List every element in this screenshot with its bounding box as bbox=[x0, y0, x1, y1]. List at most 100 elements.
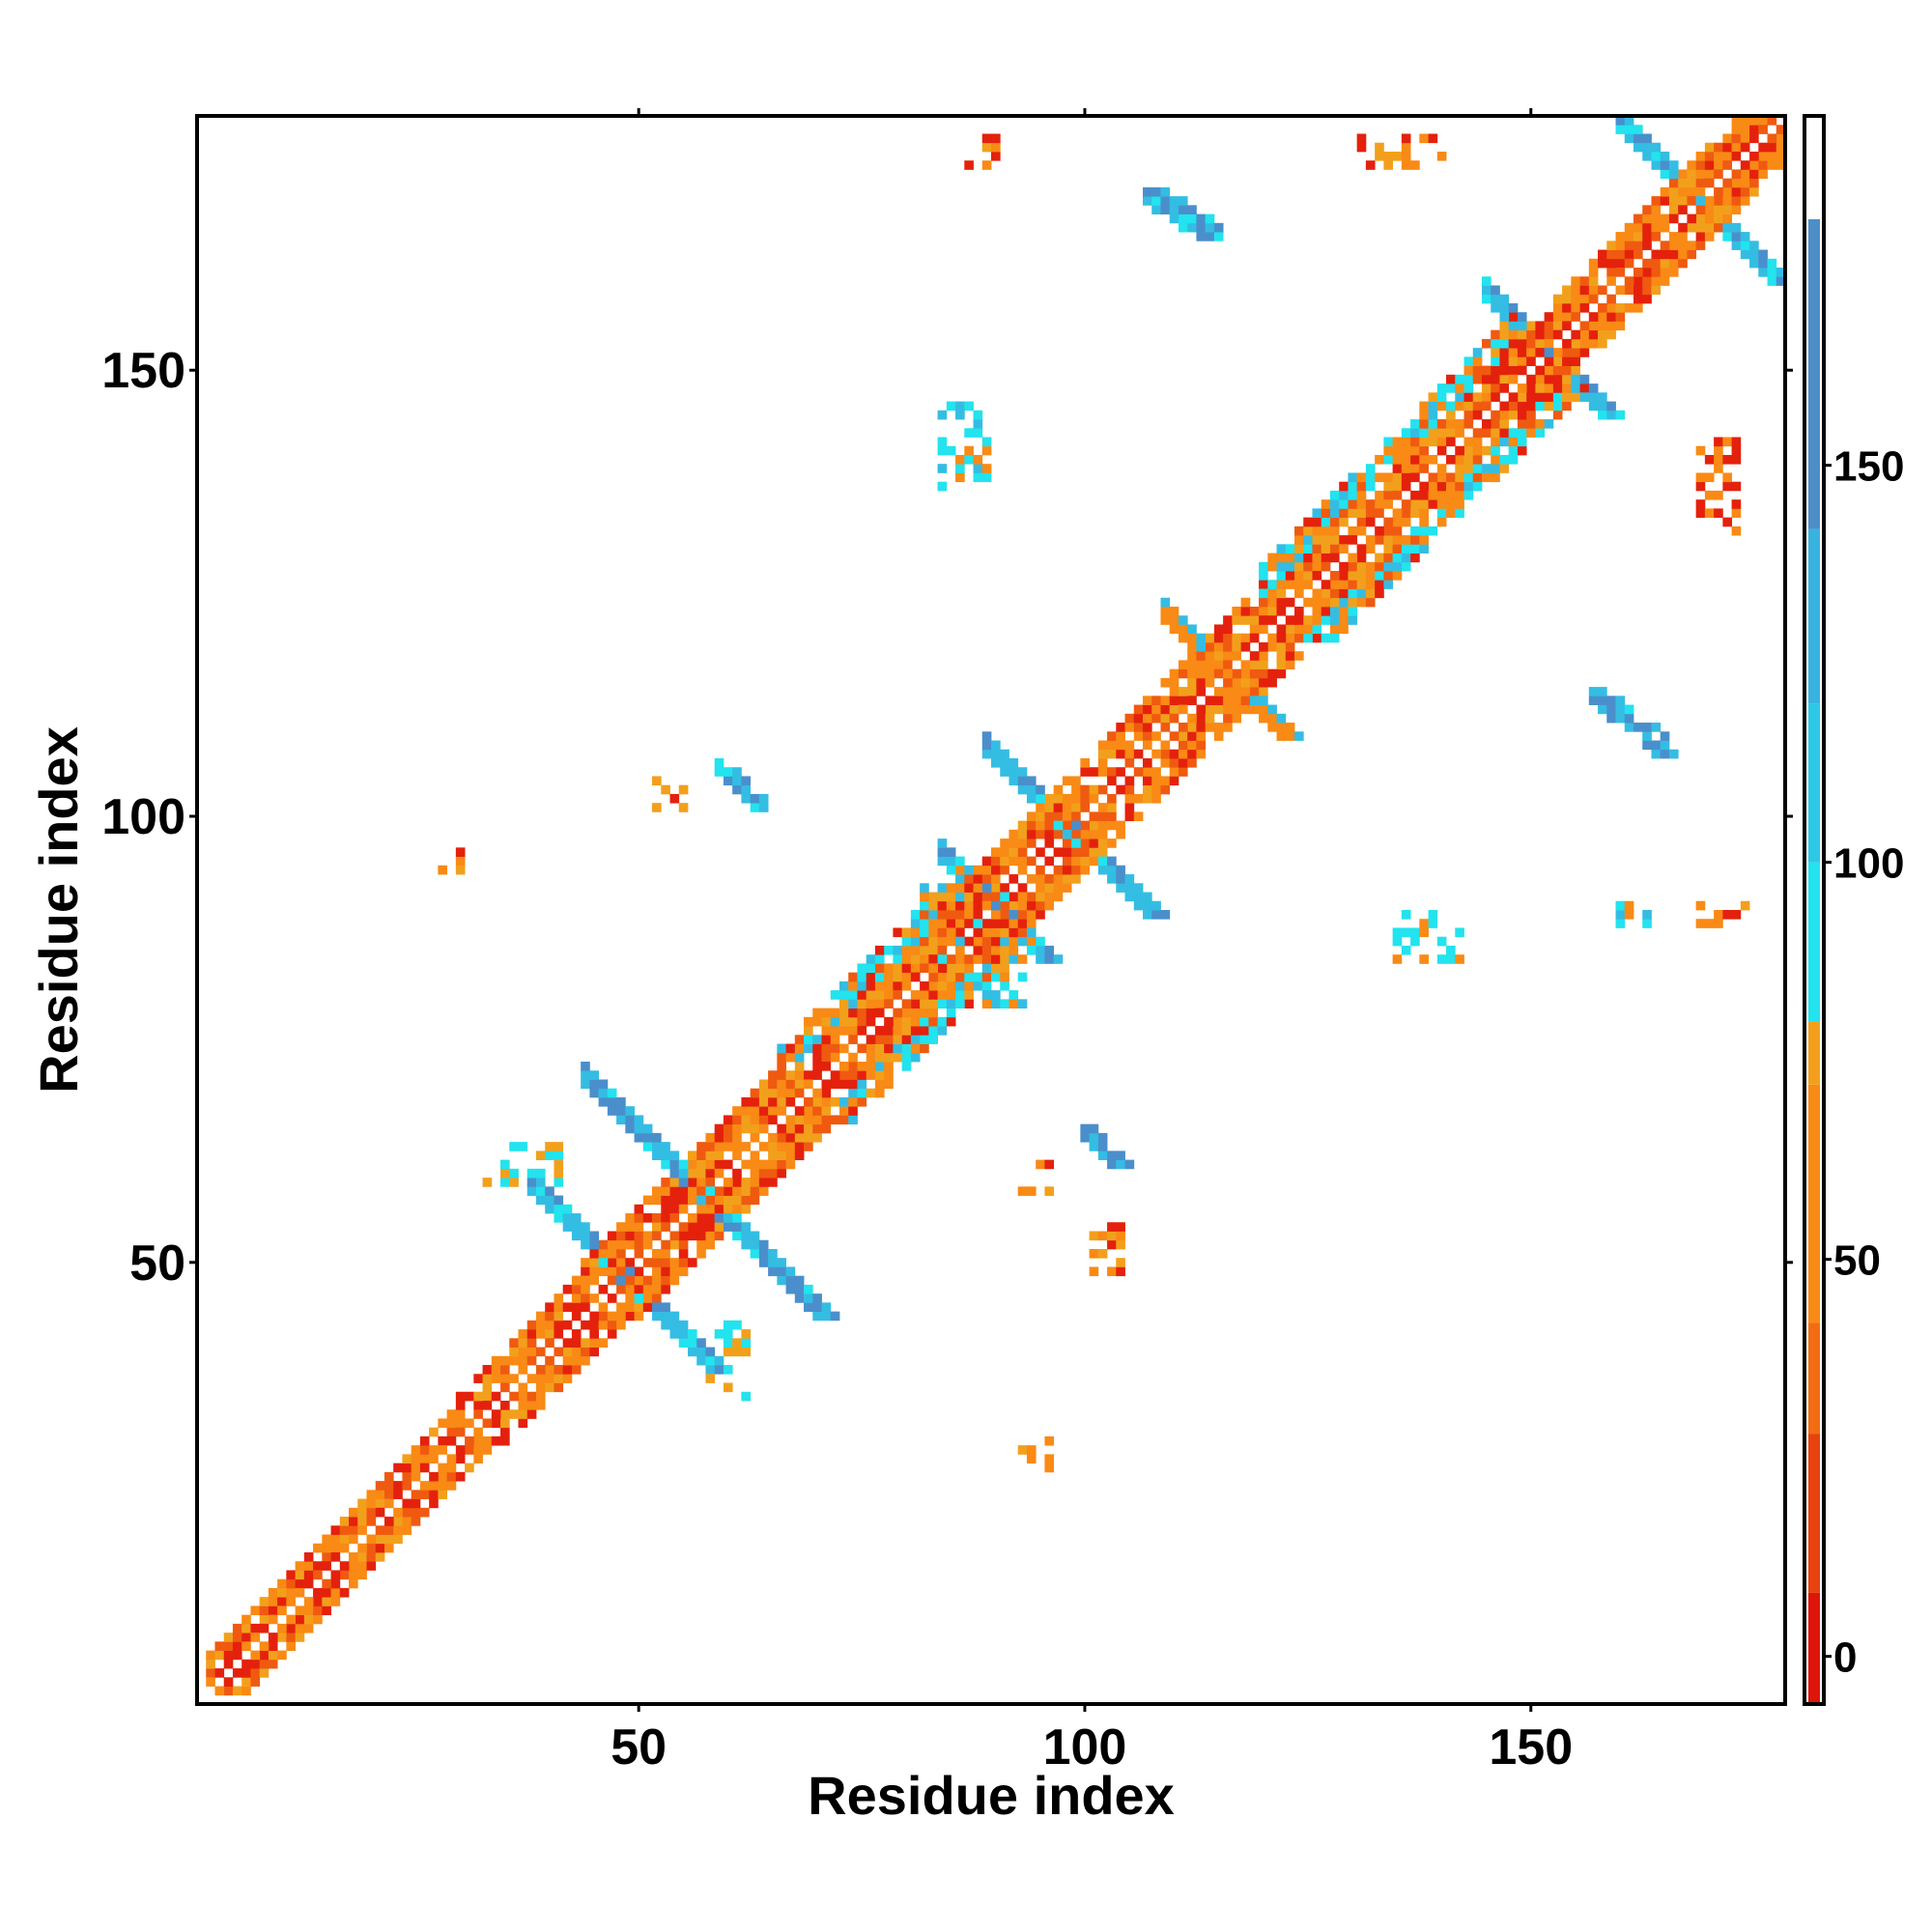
heatmap-cell bbox=[1517, 428, 1527, 438]
heatmap-cell bbox=[1517, 348, 1527, 357]
heatmap-cell bbox=[1491, 294, 1500, 304]
heatmap-cell bbox=[741, 1239, 752, 1250]
heatmap-cell bbox=[259, 1641, 270, 1651]
heatmap-cell bbox=[1491, 419, 1500, 429]
heatmap-cell bbox=[838, 1070, 849, 1080]
heatmap-cell bbox=[1329, 588, 1340, 599]
heatmap-cell bbox=[884, 1052, 894, 1063]
heatmap-cell bbox=[1240, 615, 1251, 625]
heatmap-cell bbox=[946, 401, 956, 412]
heatmap-cell bbox=[652, 1248, 662, 1259]
heatmap-cell bbox=[242, 1659, 251, 1669]
heatmap-cell bbox=[1419, 499, 1429, 509]
heatmap-cell bbox=[661, 1178, 670, 1187]
heatmap-cell bbox=[893, 945, 903, 955]
heatmap-cell bbox=[1329, 508, 1340, 519]
heatmap-cell bbox=[821, 1123, 832, 1134]
heatmap-cell bbox=[669, 1213, 680, 1223]
heatmap-cell bbox=[581, 1302, 590, 1313]
heatmap-cell bbox=[1196, 641, 1207, 652]
heatmap-cell bbox=[634, 1293, 644, 1303]
heatmap-cell bbox=[419, 1507, 430, 1518]
heatmap-cell bbox=[1017, 919, 1028, 928]
heatmap-cell bbox=[1687, 222, 1697, 233]
heatmap-cell bbox=[928, 963, 938, 974]
heatmap-cell bbox=[714, 1132, 724, 1143]
heatmap-cell bbox=[545, 1382, 554, 1393]
heatmap-cell bbox=[1499, 410, 1510, 420]
heatmap-cell bbox=[250, 1633, 261, 1642]
heatmap-cell bbox=[1240, 677, 1251, 688]
heatmap-cell bbox=[821, 1052, 832, 1063]
heatmap-cell bbox=[526, 1347, 537, 1357]
heatmap-cell bbox=[1303, 544, 1313, 554]
heatmap-cell bbox=[313, 1570, 323, 1580]
heatmap-cell bbox=[1722, 481, 1732, 492]
heatmap-cell bbox=[804, 1043, 813, 1054]
heatmap-cell bbox=[1455, 419, 1464, 429]
heatmap-cell bbox=[955, 454, 965, 465]
heatmap-cell bbox=[1124, 784, 1135, 795]
heatmap-cell bbox=[1356, 571, 1367, 581]
heatmap-cell bbox=[571, 1293, 582, 1303]
heatmap-cell bbox=[1097, 856, 1108, 867]
heatmap-cell bbox=[322, 1587, 331, 1598]
heatmap-cell bbox=[1223, 668, 1233, 679]
heatmap-cell bbox=[1124, 723, 1135, 732]
heatmap-cell bbox=[482, 1391, 493, 1402]
heatmap-cell bbox=[901, 972, 912, 982]
heatmap-cell bbox=[1213, 731, 1224, 741]
heatmap-cell bbox=[286, 1641, 296, 1651]
heatmap-cell bbox=[526, 1374, 537, 1383]
heatmap-cell bbox=[1116, 784, 1125, 795]
heatmap-cell bbox=[1695, 919, 1706, 928]
heatmap-cell bbox=[1401, 437, 1411, 447]
heatmap-cell bbox=[1383, 445, 1394, 456]
heatmap-cell bbox=[1428, 419, 1438, 429]
heatmap-cell bbox=[1678, 241, 1688, 250]
heatmap-cell bbox=[874, 1088, 885, 1098]
heatmap-cell bbox=[946, 972, 956, 982]
heatmap-cell bbox=[920, 1035, 929, 1044]
heatmap-cell bbox=[598, 1096, 609, 1107]
heatmap-cell bbox=[955, 972, 965, 982]
heatmap-cell bbox=[1624, 723, 1634, 732]
heatmap-cell bbox=[1767, 133, 1777, 144]
heatmap-cell bbox=[1276, 723, 1287, 732]
heatmap-cell bbox=[545, 1320, 554, 1330]
heatmap-cell bbox=[509, 1178, 519, 1187]
heatmap-cell bbox=[1687, 169, 1697, 180]
heatmap-cell bbox=[1160, 776, 1171, 786]
heatmap-cell bbox=[1107, 856, 1117, 867]
heatmap-cell bbox=[723, 1195, 733, 1206]
heatmap-cell bbox=[830, 1016, 840, 1027]
heatmap-cell bbox=[794, 1115, 805, 1125]
heatmap-cell bbox=[232, 1686, 242, 1696]
heatmap-cell bbox=[438, 1481, 448, 1491]
heatmap-cell bbox=[785, 1079, 796, 1090]
heatmap-cell bbox=[473, 1409, 483, 1419]
heatmap-cell bbox=[1053, 829, 1064, 839]
heatmap-cell bbox=[1089, 820, 1099, 831]
heatmap-cell bbox=[1143, 186, 1152, 197]
heatmap-cell bbox=[1624, 116, 1634, 126]
heatmap-cell bbox=[1000, 972, 1009, 982]
heatmap-cell bbox=[429, 1445, 439, 1455]
heatmap-cell bbox=[1097, 838, 1108, 848]
heatmap-cell bbox=[402, 1507, 412, 1518]
heatmap-cell bbox=[1660, 169, 1670, 180]
heatmap-cell bbox=[1419, 454, 1429, 465]
heatmap-cell bbox=[1000, 927, 1009, 938]
heatmap-cell bbox=[1598, 410, 1607, 420]
heatmap-cell bbox=[1776, 133, 1786, 144]
heatmap-cell bbox=[1517, 392, 1527, 402]
heatmap-cell bbox=[393, 1463, 403, 1473]
heatmap-cell bbox=[1731, 125, 1742, 134]
heatmap-cell bbox=[1017, 829, 1028, 839]
heatmap-cell bbox=[821, 1062, 832, 1071]
heatmap-cell bbox=[1294, 571, 1304, 581]
heatmap-cell bbox=[1044, 1435, 1055, 1446]
heatmap-cell bbox=[562, 1222, 573, 1232]
heatmap-cell bbox=[758, 1178, 769, 1187]
heatmap-cell bbox=[1124, 1159, 1135, 1170]
